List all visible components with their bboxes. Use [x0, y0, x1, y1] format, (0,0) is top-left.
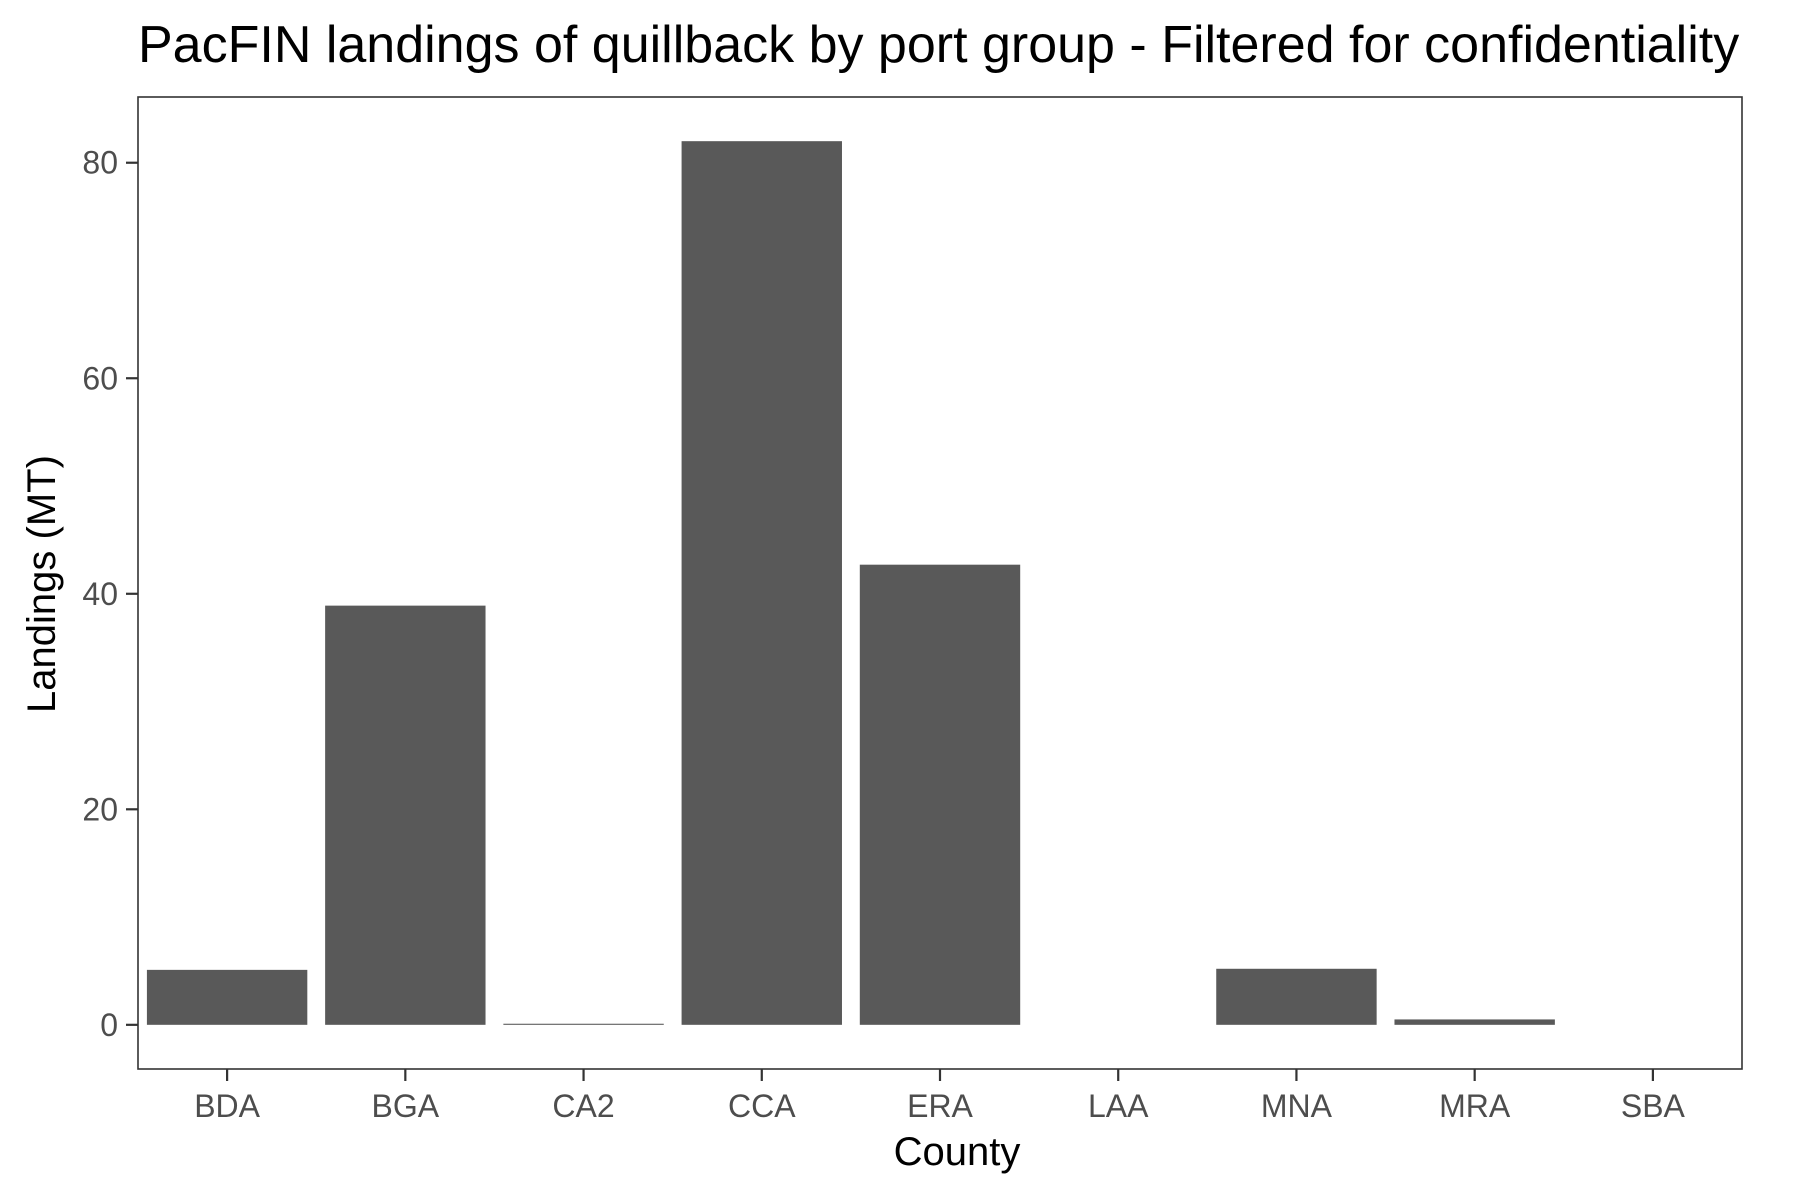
bar-ca2 — [503, 1023, 664, 1025]
x-tick-label: MRA — [1439, 1088, 1511, 1124]
y-tick-label: 60 — [82, 360, 118, 396]
bar-mna — [1216, 968, 1377, 1025]
y-axis-title: Landings (MT) — [20, 455, 64, 713]
x-tick-label: BGA — [372, 1088, 440, 1124]
x-axis: BDA BGA CA2 CCA ERA LAA MNA MRA SBA — [194, 1069, 1686, 1124]
bar-era — [859, 564, 1021, 1025]
bar-bga — [325, 605, 486, 1025]
y-tick-label: 80 — [82, 145, 118, 181]
chart-title: PacFIN landings of quillback by port gro… — [138, 16, 1739, 74]
y-axis: 0 20 40 60 80 — [82, 145, 138, 1043]
y-tick-label: 40 — [82, 576, 118, 612]
y-tick-label: 0 — [100, 1007, 118, 1043]
x-tick-label: LAA — [1088, 1088, 1149, 1124]
x-tick-label: MNA — [1261, 1088, 1333, 1124]
x-tick-label: BDA — [194, 1088, 260, 1124]
bar-bda — [146, 969, 308, 1025]
x-axis-title: County — [894, 1130, 1021, 1174]
bar-mra — [1394, 1019, 1555, 1025]
x-tick-label: SBA — [1621, 1088, 1686, 1124]
bars-group — [146, 141, 1555, 1025]
x-tick-label: CCA — [728, 1088, 796, 1124]
y-tick-label: 20 — [82, 791, 118, 827]
x-tick-label: ERA — [907, 1088, 973, 1124]
x-tick-label: CA2 — [552, 1088, 614, 1124]
bar-cca — [681, 141, 842, 1025]
